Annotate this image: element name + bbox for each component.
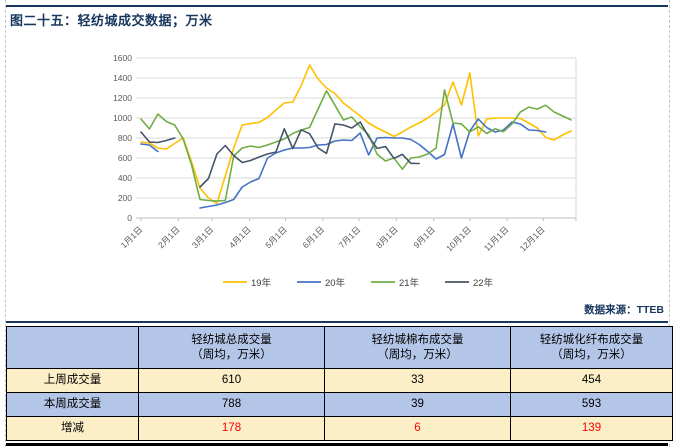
svg-text:400: 400 [118, 173, 132, 183]
svg-text:1月1日: 1月1日 [119, 224, 145, 250]
row-label: 上周成交量 [6, 368, 139, 393]
svg-text:800: 800 [118, 133, 132, 143]
svg-text:600: 600 [118, 153, 132, 163]
table-header-empty-cell [6, 326, 139, 369]
column-title: 轻纺城棉布成交量 [371, 334, 464, 347]
series-line-2 [140, 89, 572, 202]
legend-label-1: 20年 [325, 277, 346, 289]
series-line-1 [140, 118, 547, 209]
svg-text:1400: 1400 [113, 73, 132, 83]
figure-title: 图二十五：轻纺城成交数据；万米 [10, 13, 213, 28]
table-row-delta: 增减 178 6 139 [6, 416, 673, 441]
x-axis-labels: 1月1日 2月1日 3月1日 4月1日 5月1日 6月1日 7月1日 8月1日 9月1日 10月1… [119, 218, 577, 253]
page-border-left [5, 0, 6, 447]
chart-svg: 0 200 400 600 800 1000 1200 1400 1600 1月1日 2月1日 3月1… [113, 53, 577, 289]
table-row-this-week: 本周成交量 788 39 593 [6, 392, 673, 417]
legend-label-0: 19年 [251, 277, 272, 289]
column-unit: （周均，万米） [191, 348, 272, 361]
column-unit: （周均，万米） [377, 348, 458, 361]
series-lines [140, 64, 572, 209]
table-cell: 454 [510, 368, 673, 393]
row-label: 本周成交量 [6, 392, 139, 417]
table-cell: 33 [324, 368, 511, 393]
column-title: 轻纺城总成交量 [191, 334, 272, 347]
svg-text:8月1日: 8月1日 [374, 224, 400, 250]
svg-text:1600: 1600 [113, 53, 132, 63]
series-line-3 [140, 121, 420, 188]
legend-label-3: 22年 [473, 277, 494, 289]
data-source-label: 数据来源：TTEB [584, 304, 664, 316]
svg-text:4月1日: 4月1日 [227, 224, 253, 250]
series-line-0 [140, 64, 572, 205]
table-bottom-rule [6, 443, 668, 446]
svg-text:11月1日: 11月1日 [482, 224, 511, 253]
table-cell-delta: 178 [138, 416, 325, 441]
svg-text:3月1日: 3月1日 [190, 224, 216, 250]
table-header-row: 轻纺城总成交量 （周均，万米） 轻纺城棉布成交量 （周均，万米） 轻纺城化纤布成… [6, 326, 673, 369]
table-header-chemfiber-volume: 轻纺城化纤布成交量 （周均，万米） [510, 326, 673, 369]
svg-text:1200: 1200 [113, 93, 132, 103]
table-header-cotton-volume: 轻纺城棉布成交量 （周均，万米） [324, 326, 511, 369]
svg-text:1000: 1000 [113, 113, 132, 123]
page-border-right [669, 0, 670, 447]
row-label: 增减 [6, 416, 139, 441]
table-cell: 788 [138, 392, 325, 417]
table-cell: 610 [138, 368, 325, 393]
table-row-last-week: 上周成交量 610 33 454 [6, 368, 673, 393]
table-header-total-volume: 轻纺城总成交量 （周均，万米） [138, 326, 325, 369]
table-cell: 39 [324, 392, 511, 417]
column-unit: （周均，万米） [551, 348, 632, 361]
svg-text:2月1日: 2月1日 [156, 224, 182, 250]
legend-label-2: 21年 [399, 277, 420, 289]
svg-text:10月1日: 10月1日 [444, 224, 473, 253]
table-cell: 593 [510, 392, 673, 417]
svg-text:6月1日: 6月1日 [301, 224, 327, 250]
chart-legend: 19年 20年 21年 22年 [223, 277, 494, 289]
svg-text:9月1日: 9月1日 [411, 224, 437, 250]
y-axis-labels: 0 200 400 600 800 1000 1200 1400 1600 [113, 53, 132, 223]
page-top-rule [6, 5, 668, 7]
column-title: 轻纺城化纤布成交量 [539, 334, 644, 347]
gridlines [136, 57, 577, 219]
svg-text:0: 0 [127, 213, 132, 223]
table-cell-delta: 139 [510, 416, 673, 441]
summary-table: 轻纺城总成交量 （周均，万米） 轻纺城棉布成交量 （周均，万米） 轻纺城化纤布成… [6, 326, 673, 441]
svg-text:200: 200 [118, 193, 132, 203]
table-cell-delta: 6 [324, 416, 511, 441]
svg-text:12月1日: 12月1日 [518, 224, 547, 253]
svg-text:7月1日: 7月1日 [337, 224, 363, 250]
line-chart: 0 200 400 600 800 1000 1200 1400 1600 1月1日 2月1日 3月1… [98, 44, 592, 310]
svg-text:5月1日: 5月1日 [263, 224, 289, 250]
source-divider-rule [6, 321, 668, 323]
